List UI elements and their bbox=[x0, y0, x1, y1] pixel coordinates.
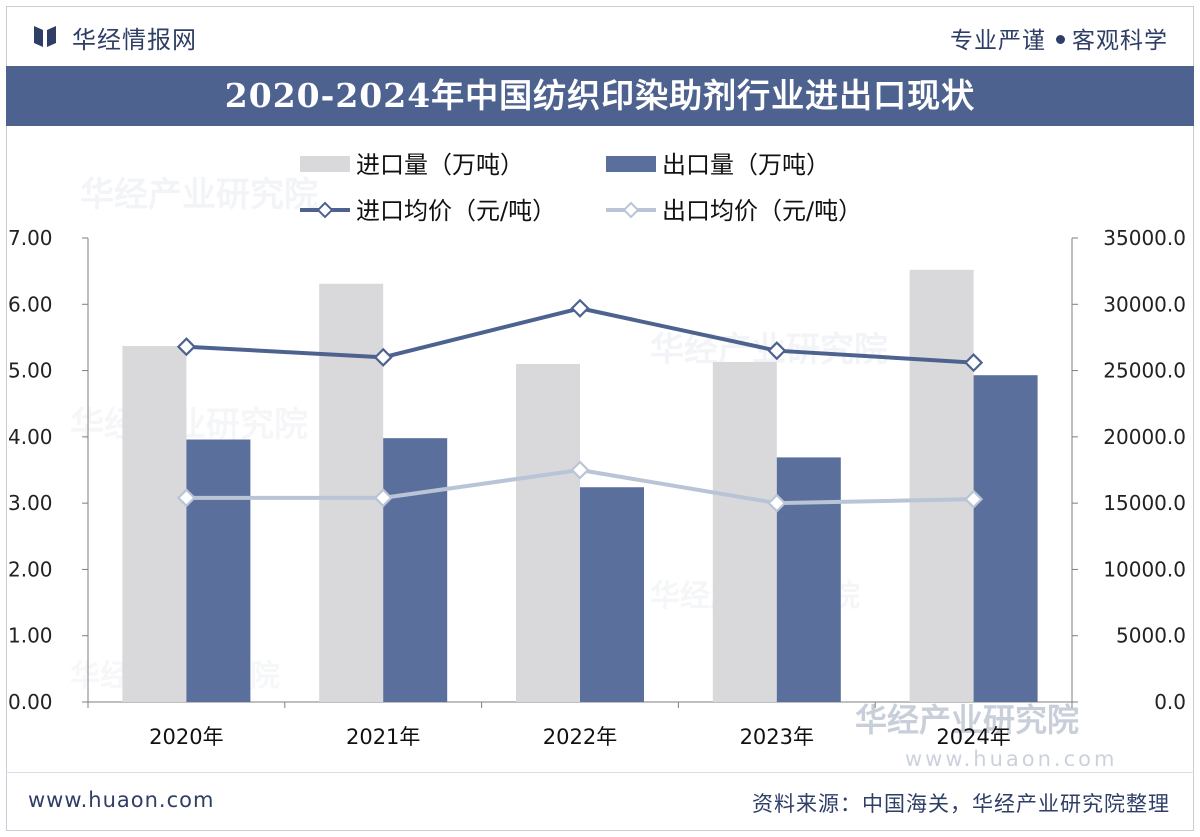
header-bar: 华经情报网 专业严谨 客观科学 bbox=[0, 0, 1200, 66]
legend-export-volume-label: 出口量（万吨） bbox=[662, 151, 830, 179]
import-price-point bbox=[964, 353, 984, 373]
import-volume-bar bbox=[712, 361, 777, 702]
legend-import-price-marker bbox=[316, 201, 334, 219]
export-price-point bbox=[176, 488, 196, 508]
x-tick-label: 2022年 bbox=[543, 725, 617, 749]
x-tick-label: 2020年 bbox=[149, 725, 223, 749]
export-price-point bbox=[767, 493, 787, 513]
legend-export-volume-swatch bbox=[606, 156, 656, 172]
slogan-right: 客观科学 bbox=[1072, 28, 1168, 54]
import-volume-bar bbox=[319, 283, 384, 702]
import-price-point bbox=[373, 347, 393, 367]
combo-chart: 华经产业研究院华经产业研究院华经产业研究院华经产业研究院华经产业研究院华经产业研… bbox=[8, 151, 1186, 766]
x-tick-label: 2024年 bbox=[936, 725, 1010, 749]
y-right-tick-label: 25000.0 bbox=[1103, 359, 1186, 383]
footer-divider bbox=[6, 772, 1194, 773]
y-left-tick-label: 7.00 bbox=[8, 226, 53, 250]
y-right-tick-label: 30000.0 bbox=[1103, 292, 1186, 316]
y-left-tick-label: 5.00 bbox=[8, 359, 53, 383]
slogan: 专业严谨 客观科学 bbox=[950, 21, 1168, 55]
y-right-tick-label: 5000.0 bbox=[1116, 624, 1186, 648]
import-volume-bar bbox=[516, 363, 580, 702]
y-right-tick-label: 15000.0 bbox=[1103, 491, 1186, 515]
watermark-text: 华经产业研究院 bbox=[855, 701, 1079, 739]
legend-import-volume-swatch bbox=[300, 156, 350, 172]
chart-area: 华经产业研究院华经产业研究院华经产业研究院华经产业研究院华经产业研究院华经产业研… bbox=[0, 126, 1200, 766]
y-left-tick-label: 6.00 bbox=[8, 292, 53, 316]
import-volume-bar bbox=[122, 346, 187, 702]
x-tick-label: 2021年 bbox=[346, 725, 420, 749]
legend-export-price-marker bbox=[622, 201, 640, 219]
brand-name: 华经情报网 bbox=[72, 26, 197, 54]
export-volume-bar bbox=[186, 439, 251, 702]
watermark-text: 华经产业研究院 bbox=[80, 175, 318, 215]
y-left-tick-label: 0.00 bbox=[8, 690, 53, 714]
legend-import-price-label: 进口均价（元/吨） bbox=[356, 197, 556, 225]
export-volume-bar bbox=[383, 438, 448, 702]
book-logo-icon bbox=[34, 26, 56, 47]
watermark-site-text: www.huaon.com bbox=[905, 747, 1117, 766]
export-price-point bbox=[964, 489, 984, 509]
slogan-dot-icon bbox=[1056, 35, 1065, 44]
y-right-tick-label: 0.0 bbox=[1154, 690, 1186, 714]
legend-export-price-label: 出口均价（元/吨） bbox=[662, 197, 862, 225]
import-price-point bbox=[767, 341, 787, 361]
y-left-tick-label: 4.00 bbox=[8, 425, 53, 449]
import-price-point bbox=[570, 298, 590, 318]
x-tick-label: 2023年 bbox=[740, 725, 814, 749]
import-volume-bar bbox=[909, 269, 974, 702]
data-source: 资料来源：中国海关，华经产业研究院整理 bbox=[752, 792, 1170, 816]
chart-title: 2020-2024年中国纺织印染助剂行业进出口现状 bbox=[224, 76, 976, 115]
slogan-left: 专业严谨 bbox=[950, 28, 1046, 54]
export-volume-bar bbox=[580, 487, 644, 702]
title-band: 2020-2024年中国纺织印染助剂行业进出口现状 bbox=[6, 66, 1194, 126]
y-right-tick-label: 35000.0 bbox=[1103, 226, 1186, 250]
website-url[interactable]: www.huaon.com bbox=[28, 788, 215, 812]
export-price-point bbox=[373, 488, 393, 508]
y-right-tick-label: 10000.0 bbox=[1103, 557, 1186, 581]
export-volume-bar bbox=[776, 457, 841, 702]
legend-import-volume-label: 进口量（万吨） bbox=[356, 151, 524, 179]
y-left-tick-label: 3.00 bbox=[8, 491, 53, 515]
y-left-tick-label: 2.00 bbox=[8, 557, 53, 581]
y-left-tick-label: 1.00 bbox=[8, 624, 53, 648]
export-volume-bar bbox=[973, 375, 1038, 702]
export-price-point bbox=[570, 460, 590, 480]
y-right-tick-label: 20000.0 bbox=[1103, 425, 1186, 449]
watermark-text: 华经产业研究院 bbox=[70, 405, 308, 445]
import-price-point bbox=[176, 337, 196, 357]
